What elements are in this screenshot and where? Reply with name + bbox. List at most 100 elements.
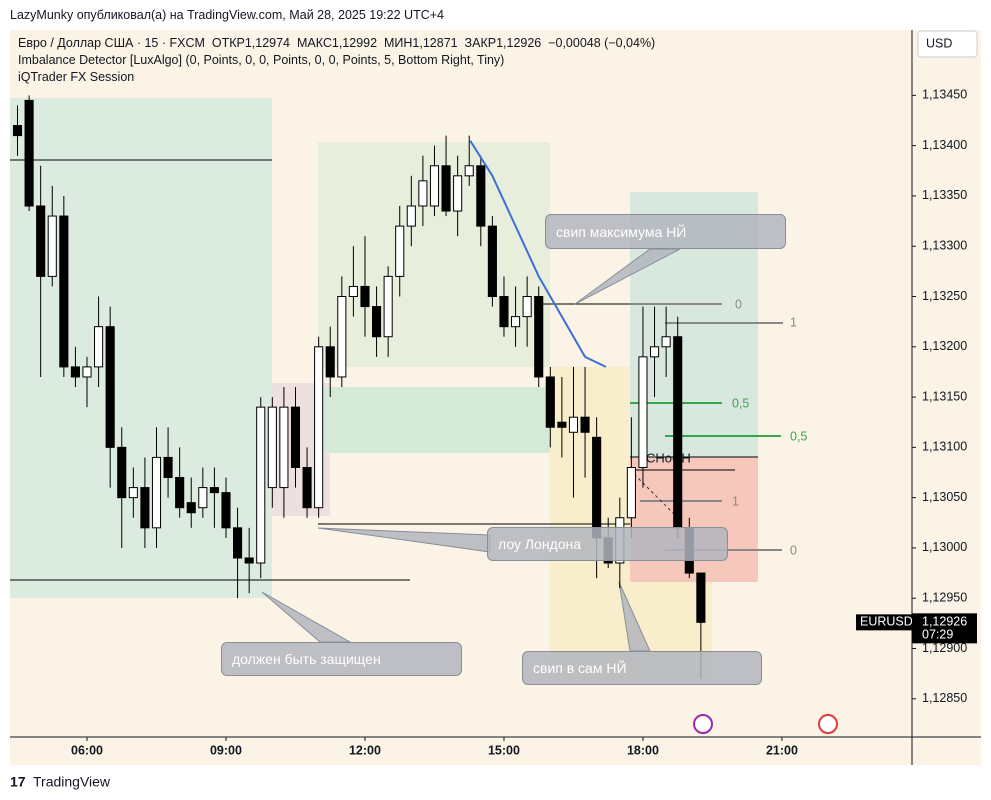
candle-body — [24, 99, 34, 207]
x-tick-label: 15:00 — [488, 743, 520, 757]
candle-body — [418, 180, 428, 207]
choch-label: CHoCH — [646, 450, 691, 465]
candle-body — [198, 487, 208, 509]
candle-body — [372, 306, 382, 338]
candle-body — [337, 296, 347, 378]
candle-body — [464, 165, 474, 177]
y-tick-label: 1,12900 — [922, 641, 967, 655]
y-tick-label: 1,13300 — [922, 239, 967, 253]
candle-body — [151, 456, 162, 529]
candle-body — [487, 225, 497, 298]
callout-arrow — [574, 248, 681, 305]
x-tick-label: 12:00 — [349, 743, 381, 757]
candle-body — [453, 175, 463, 212]
candle-body — [696, 572, 706, 623]
candle-body — [545, 376, 555, 428]
legend-session: iQTrader FX Session — [18, 70, 135, 84]
candle-body — [267, 406, 277, 489]
brand: TradingView — [33, 774, 111, 790]
event-icon[interactable] — [818, 714, 838, 734]
candle-body — [279, 406, 289, 489]
y-tick-label: 1,13250 — [922, 289, 967, 303]
level-label: 0 — [735, 297, 742, 311]
candle-body — [140, 487, 150, 529]
price-label: 1,12926 — [922, 615, 967, 629]
legend-indicator: Imbalance Detector [LuxAlgo] (0, Points,… — [18, 53, 505, 67]
candle-body — [649, 346, 660, 358]
candle-body — [325, 346, 335, 378]
annotation: свип максимума НЙ — [545, 214, 786, 249]
x-tick-label: 09:00 — [210, 743, 242, 757]
y-tick-label: 1,13100 — [922, 440, 967, 454]
candle-body — [302, 466, 312, 509]
candle-body — [314, 346, 324, 509]
y-tick-label: 1,12850 — [922, 691, 967, 705]
zone — [630, 457, 758, 582]
candle-body — [499, 296, 509, 328]
candle-body — [673, 336, 683, 529]
annotation: лоу Лондона — [487, 527, 728, 561]
candle-body — [186, 502, 196, 514]
candle-body — [429, 165, 440, 207]
candle-body — [117, 446, 127, 499]
symbol-label: EURUSD — [860, 615, 913, 629]
y-tick-label: 1,13200 — [922, 339, 967, 353]
y-tick-label: 1,13450 — [922, 88, 967, 102]
candle-body — [12, 125, 23, 137]
brand-logo: 17 — [10, 774, 26, 790]
countdown-label: 07:29 — [922, 628, 953, 642]
currency: USD — [926, 36, 952, 50]
y-tick-label: 1,13000 — [922, 540, 967, 554]
x-tick-label: 18:00 — [627, 743, 659, 757]
price-tag — [912, 613, 977, 644]
y-tick-label: 1,12950 — [922, 591, 967, 605]
candle-body — [256, 406, 266, 564]
currency-box[interactable] — [917, 30, 978, 58]
candle-body — [661, 336, 671, 348]
candle-body — [395, 225, 405, 277]
x-tick-label: 21:00 — [766, 743, 798, 757]
candle-body — [82, 366, 92, 378]
candle-body — [244, 557, 254, 564]
y-tick-label: 1,13400 — [922, 138, 967, 152]
candle-body — [105, 326, 115, 448]
candle-body — [406, 205, 416, 227]
candle-body — [510, 316, 521, 328]
level-label: 0,5 — [790, 429, 807, 443]
candle-body — [70, 366, 80, 378]
candle-body — [592, 436, 602, 539]
candle-body — [94, 326, 104, 368]
candle-body — [348, 285, 358, 298]
overlay-line — [469, 140, 607, 368]
candle-body — [383, 275, 393, 338]
candle-body — [209, 487, 219, 494]
annotation: свип в сам НЙ — [522, 651, 762, 685]
x-tick-label: 06:00 — [71, 743, 103, 757]
candle-body — [557, 421, 567, 428]
candle-body — [175, 477, 185, 509]
candle-body — [128, 487, 138, 499]
candle-body — [36, 205, 46, 277]
candle-body — [534, 296, 544, 378]
candle-body — [441, 165, 451, 212]
level-label: 1 — [790, 315, 797, 329]
candle-body — [221, 492, 231, 529]
candle-body — [233, 527, 243, 559]
y-tick-label: 1,13150 — [922, 389, 967, 403]
candle-body — [47, 215, 57, 277]
level-label: 1 — [732, 494, 739, 508]
event-icon[interactable] — [693, 714, 713, 734]
publisher: LazyMunky опубликовал(а) на TradingView.… — [10, 8, 444, 22]
y-tick-label: 1,13350 — [922, 188, 967, 202]
candle-body — [476, 165, 486, 227]
annotation: должен быть защищен — [221, 642, 462, 676]
legend-main: Евро / Доллар США · 15 · FXCM ОТКР1,1297… — [18, 36, 656, 50]
candle-body — [568, 416, 579, 433]
level-label: 0,5 — [732, 396, 749, 410]
candle-body — [290, 406, 301, 468]
candle-body — [59, 215, 69, 368]
candle-body — [580, 416, 590, 433]
candle-body — [522, 296, 532, 318]
